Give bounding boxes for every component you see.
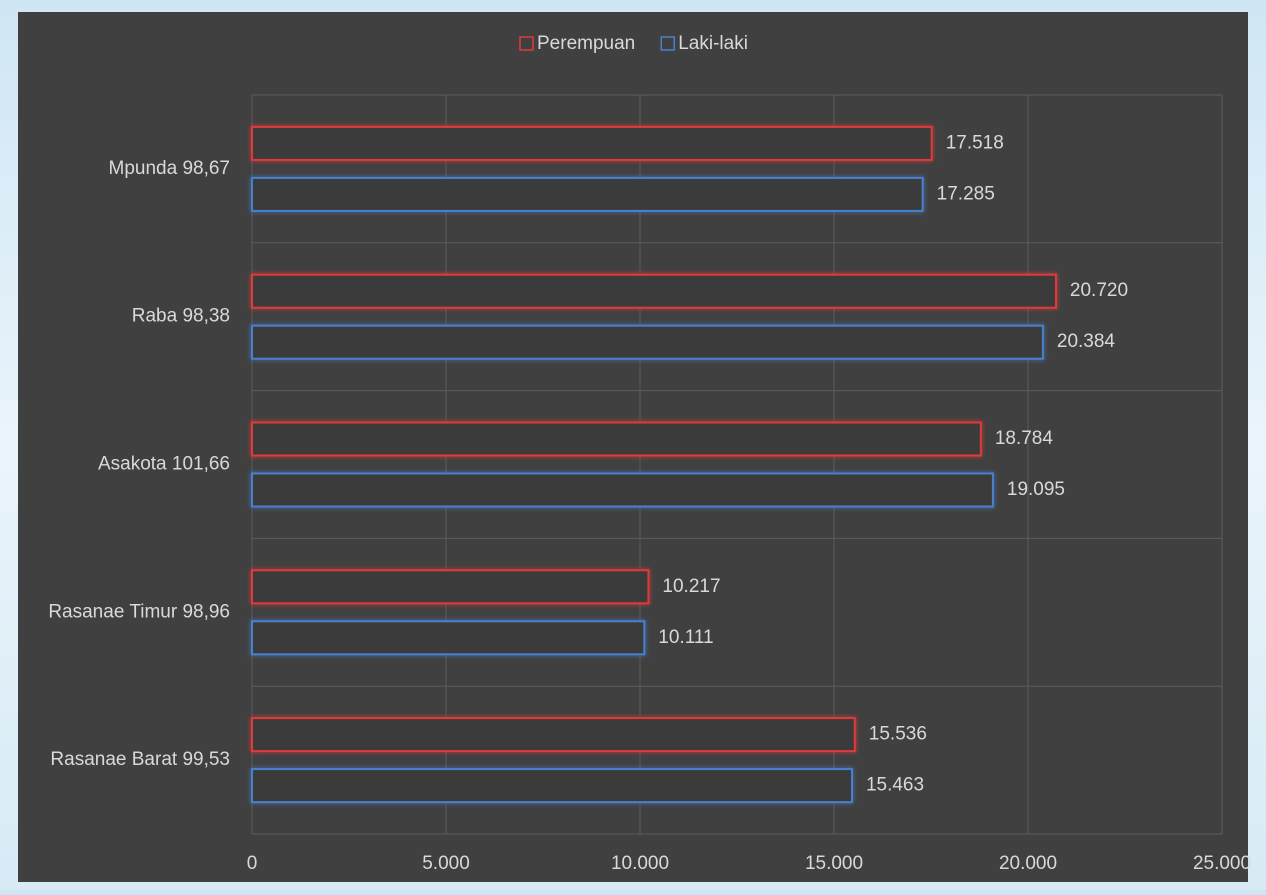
legend-swatch bbox=[660, 36, 675, 51]
data-label: 18.784 bbox=[995, 428, 1054, 449]
y-tick-label: Asakota 101,66 bbox=[98, 454, 230, 475]
x-tick-label: 25.000 bbox=[1193, 853, 1251, 874]
data-label: 20.384 bbox=[1057, 331, 1116, 352]
legend-label: Perempuan bbox=[537, 33, 635, 54]
bar bbox=[251, 421, 982, 457]
data-label: 10.217 bbox=[662, 576, 720, 597]
x-tick-label: 0 bbox=[247, 853, 258, 874]
data-label: 19.095 bbox=[1007, 479, 1065, 500]
bar bbox=[251, 717, 856, 753]
bar bbox=[251, 176, 924, 212]
bar bbox=[251, 273, 1057, 309]
x-tick-label: 15.000 bbox=[805, 853, 863, 874]
bar bbox=[251, 569, 650, 605]
data-label: 17.285 bbox=[937, 183, 995, 204]
y-tick-label: Raba 98,38 bbox=[132, 306, 230, 327]
bar bbox=[251, 768, 853, 804]
data-label: 15.463 bbox=[866, 775, 924, 796]
legend-swatch bbox=[519, 36, 534, 51]
bar bbox=[251, 620, 646, 656]
y-tick-label: Rasanae Timur 98,96 bbox=[48, 601, 230, 622]
data-label: 15.536 bbox=[869, 724, 927, 745]
y-tick-label: Rasanae Barat 99,53 bbox=[50, 749, 230, 770]
data-label: 20.720 bbox=[1070, 280, 1128, 301]
y-tick-label: Mpunda 98,67 bbox=[109, 158, 231, 179]
x-tick-label: 10.000 bbox=[611, 853, 669, 874]
bar bbox=[251, 324, 1044, 360]
data-label: 10.111 bbox=[658, 627, 713, 648]
legend-label: Laki-laki bbox=[678, 33, 748, 54]
data-label: 17.518 bbox=[946, 132, 1004, 153]
bar bbox=[251, 125, 933, 161]
bar bbox=[251, 472, 994, 508]
x-tick-label: 5.000 bbox=[422, 853, 470, 874]
x-tick-label: 20.000 bbox=[999, 853, 1057, 874]
